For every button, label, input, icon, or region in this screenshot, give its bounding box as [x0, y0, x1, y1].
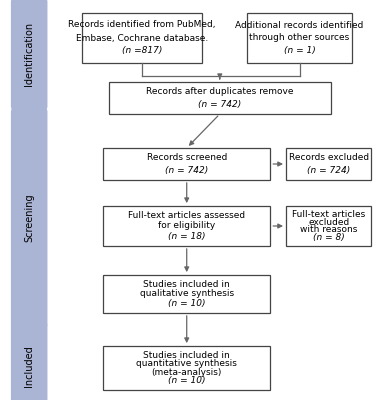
Text: Records identified from PubMed,: Records identified from PubMed,: [68, 20, 216, 30]
Text: (n = 742): (n = 742): [198, 100, 242, 109]
Text: Screening: Screening: [24, 194, 34, 242]
FancyBboxPatch shape: [103, 346, 270, 390]
FancyBboxPatch shape: [286, 148, 371, 180]
Text: (n = 8): (n = 8): [313, 233, 345, 242]
Text: excluded: excluded: [308, 218, 349, 226]
FancyBboxPatch shape: [103, 275, 270, 313]
Text: (n =817): (n =817): [122, 46, 162, 56]
FancyBboxPatch shape: [109, 82, 331, 114]
Text: qualitative synthesis: qualitative synthesis: [140, 290, 234, 298]
FancyBboxPatch shape: [247, 13, 352, 63]
FancyBboxPatch shape: [103, 206, 270, 246]
Text: with reasons: with reasons: [300, 226, 357, 234]
Text: (meta-analysis): (meta-analysis): [152, 368, 222, 377]
Text: Studies included in: Studies included in: [143, 351, 230, 360]
FancyBboxPatch shape: [11, 0, 47, 111]
Text: Embase, Cochrane database.: Embase, Cochrane database.: [76, 34, 208, 42]
Text: Studies included in: Studies included in: [143, 280, 230, 289]
Text: (n = 742): (n = 742): [165, 166, 209, 175]
Text: Full-text articles: Full-text articles: [292, 210, 365, 219]
Text: for eligibility: for eligibility: [158, 222, 216, 230]
Text: quantitative synthesis: quantitative synthesis: [136, 359, 237, 368]
Text: (n = 724): (n = 724): [307, 166, 350, 175]
Text: Identification: Identification: [24, 22, 34, 86]
Text: Included: Included: [24, 345, 34, 387]
FancyBboxPatch shape: [11, 321, 47, 400]
Text: Records excluded: Records excluded: [289, 153, 369, 162]
Text: (n = 18): (n = 18): [168, 232, 205, 241]
Text: Records screened: Records screened: [147, 153, 227, 162]
FancyBboxPatch shape: [286, 206, 371, 246]
Text: Additional records identified: Additional records identified: [235, 20, 364, 30]
Text: (n = 10): (n = 10): [168, 299, 205, 308]
Text: (n = 1): (n = 1): [284, 46, 315, 56]
Text: Records after duplicates remove: Records after duplicates remove: [146, 87, 294, 96]
FancyBboxPatch shape: [82, 13, 202, 63]
Text: (n = 10): (n = 10): [168, 376, 205, 385]
FancyBboxPatch shape: [11, 107, 47, 329]
Text: through other sources: through other sources: [249, 34, 350, 42]
Text: Full-text articles assessed: Full-text articles assessed: [128, 211, 245, 220]
FancyBboxPatch shape: [103, 148, 270, 180]
